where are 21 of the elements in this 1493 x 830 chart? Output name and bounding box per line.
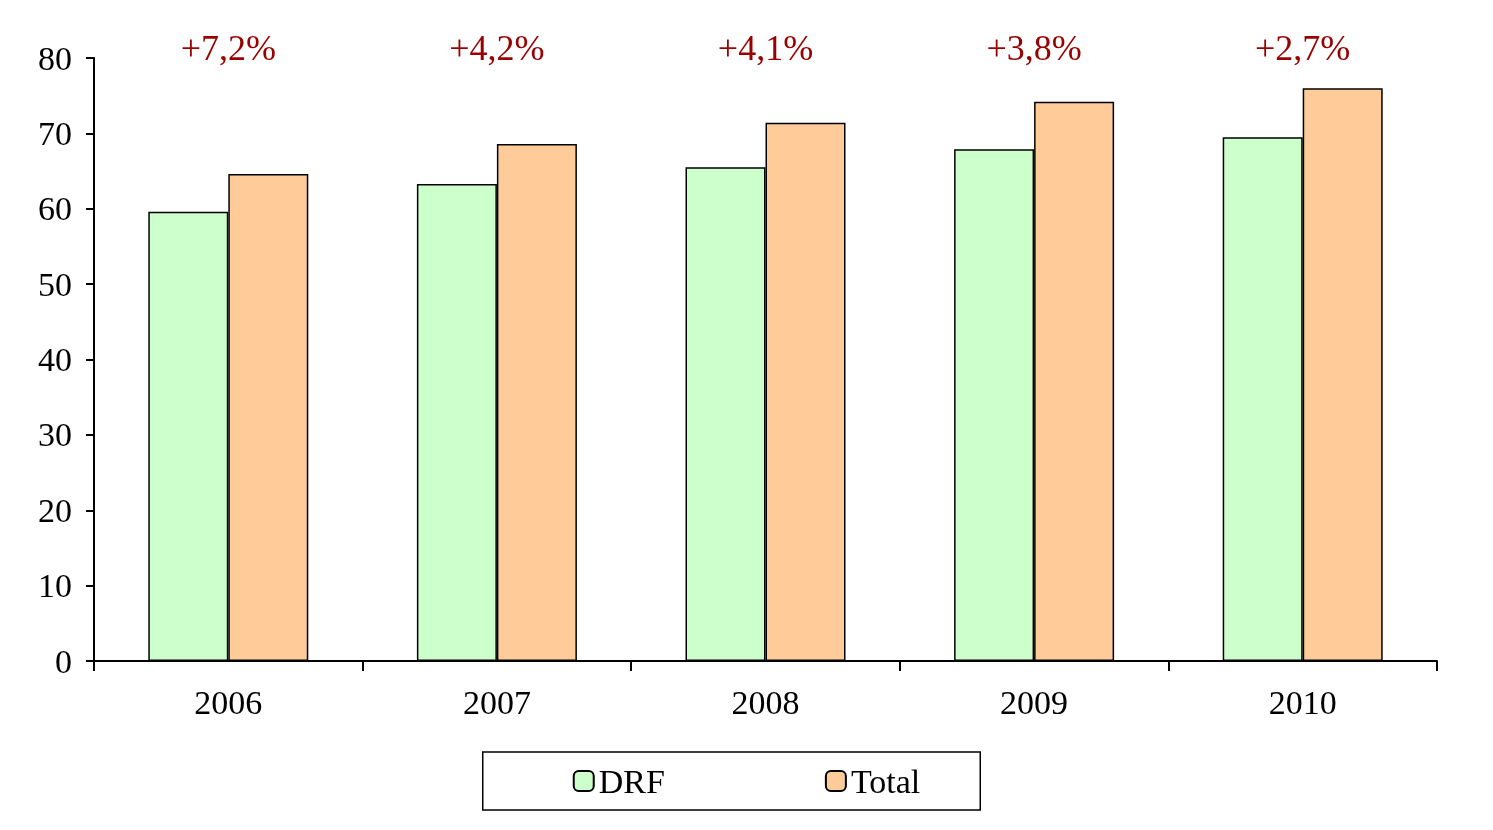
annotation: +4,1% [717, 28, 814, 68]
y-tick-label: 20 [38, 491, 72, 529]
annotation: +7,2% [180, 28, 276, 68]
annotation: +4,2% [449, 28, 545, 68]
annotation: +2,7% [1255, 28, 1351, 68]
y-tick-label: 80 [38, 39, 72, 77]
x-tick-label: 2008 [731, 683, 800, 721]
annotation: +3,8% [986, 28, 1082, 68]
y-tick-label: 50 [38, 265, 72, 303]
y-tick-label: 40 [38, 341, 72, 378]
y-tick-label: 0 [55, 642, 72, 680]
y-tick-label: 60 [38, 190, 72, 228]
y-tick-label: 10 [38, 567, 72, 605]
x-tick-label: 2009 [1000, 683, 1069, 721]
y-tick-label: 70 [38, 114, 72, 152]
x-tick-label: 2007 [462, 683, 531, 721]
legend-label: DRF [598, 762, 665, 800]
x-tick-label: 2010 [1268, 683, 1337, 721]
legend-label: Total [850, 762, 921, 800]
y-tick-label: 30 [38, 416, 72, 454]
x-tick-label: 2006 [194, 683, 263, 721]
